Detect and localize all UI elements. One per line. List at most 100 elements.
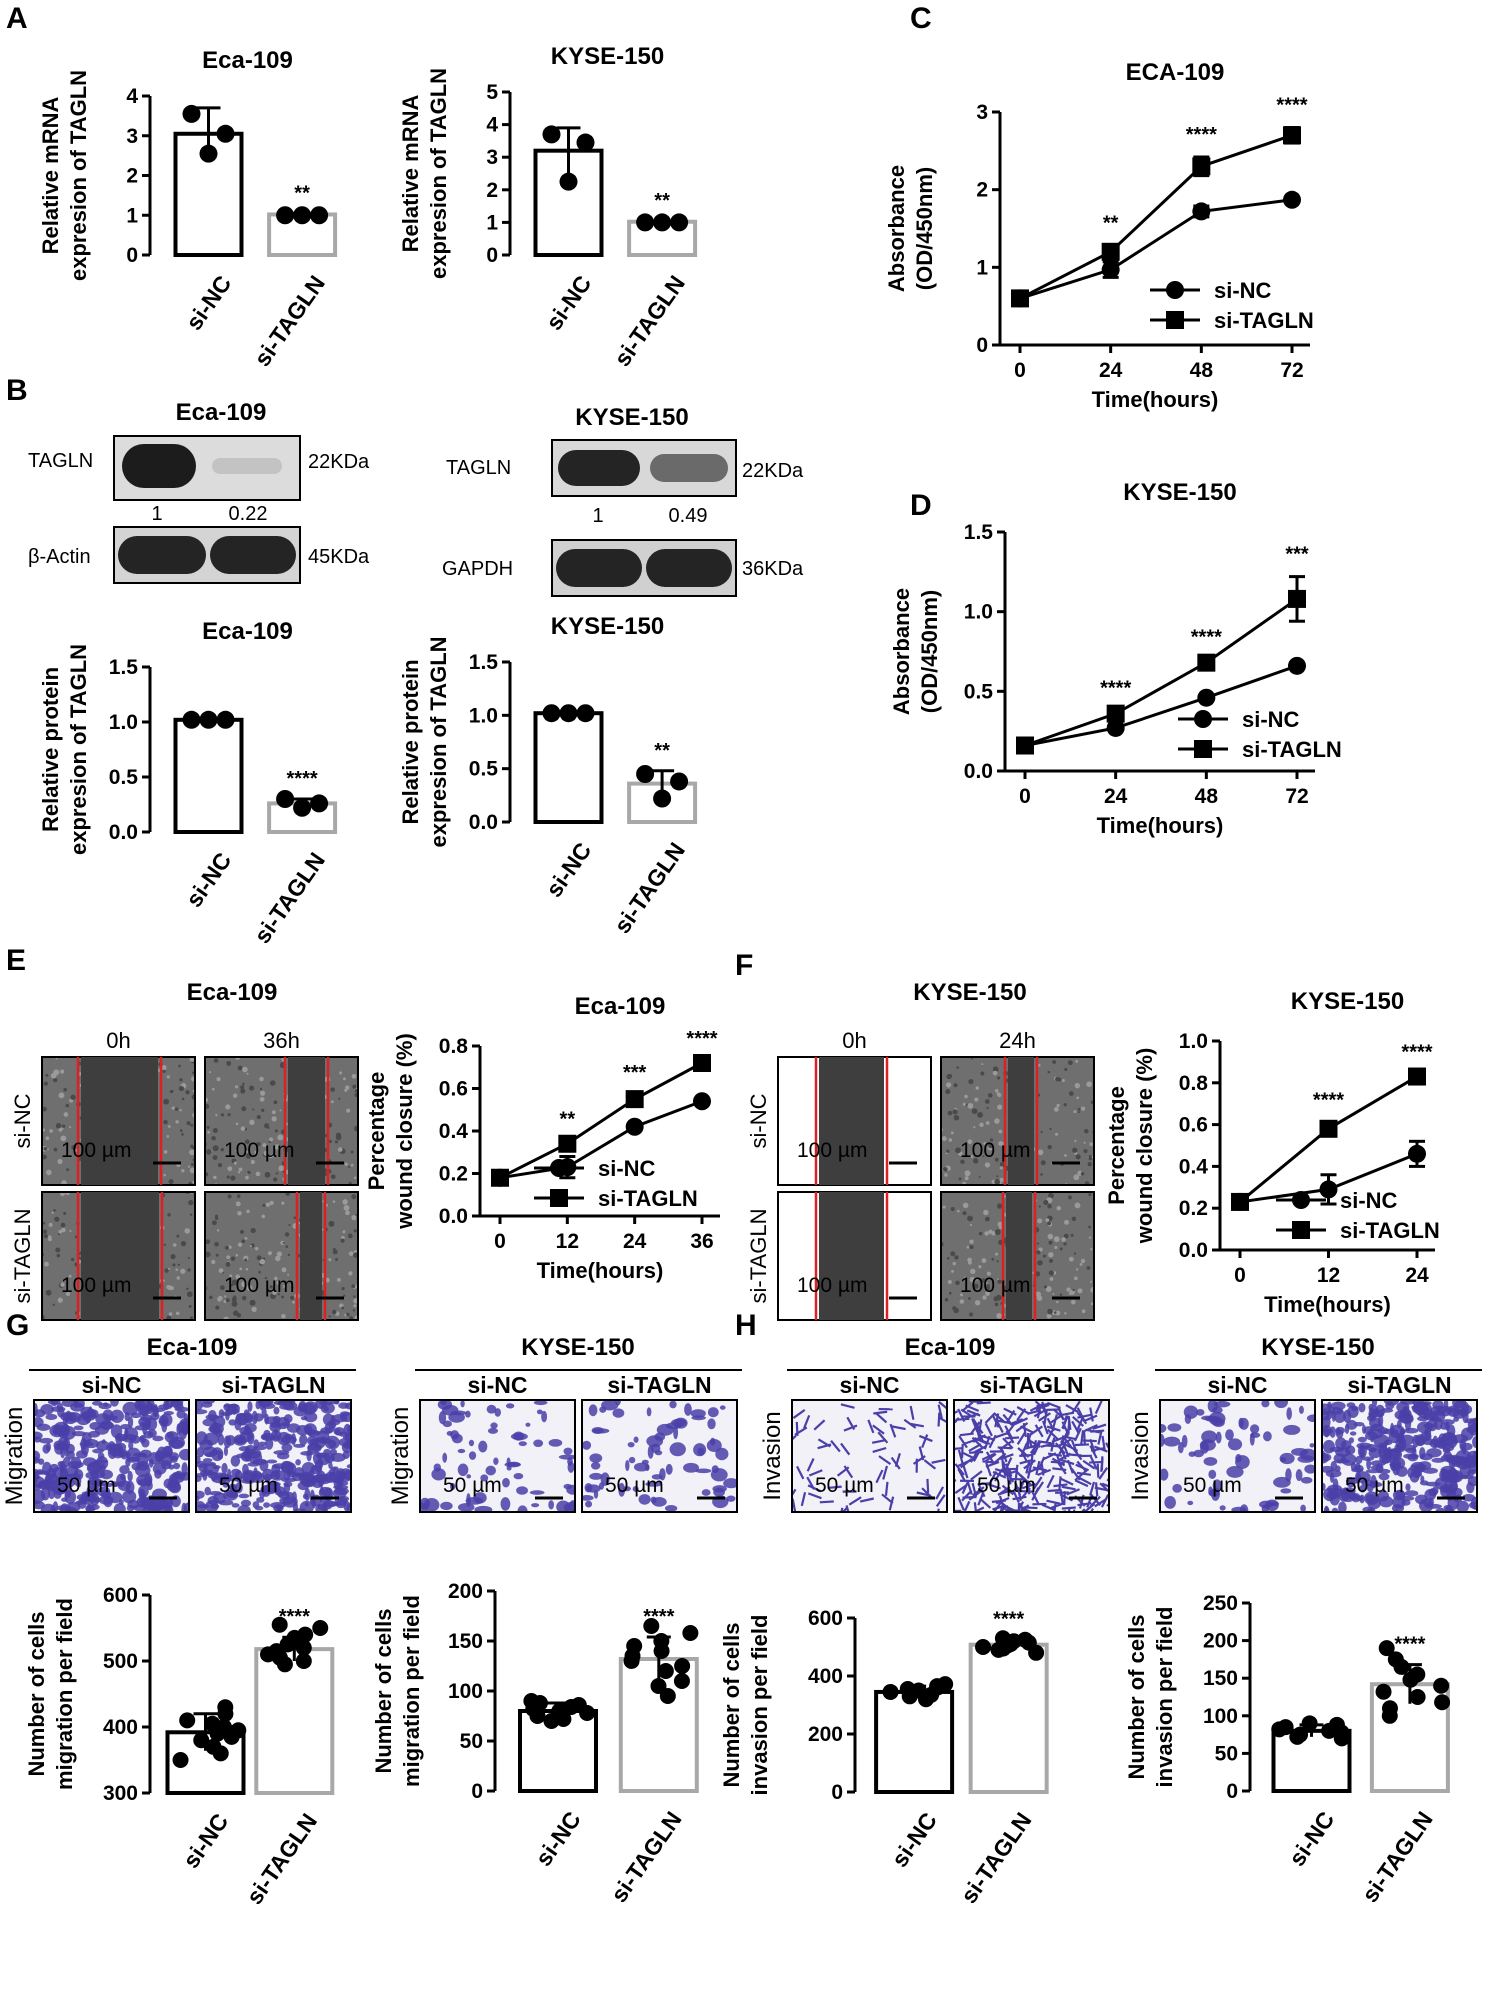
cell [216, 1229, 220, 1232]
cell [917, 1314, 920, 1317]
cell [328, 1258, 332, 1262]
cell [796, 1300, 799, 1303]
cell [632, 1485, 639, 1492]
cell [726, 1495, 736, 1502]
image-content [1160, 1400, 1315, 1512]
blot-title: Eca-109 [176, 399, 267, 426]
cell [110, 1481, 121, 1487]
x-tick-label: 0 [1234, 1264, 1246, 1287]
cell [468, 1451, 477, 1460]
cell [70, 1094, 76, 1100]
cell [954, 1463, 965, 1476]
y-tick-label: 1 [486, 211, 498, 234]
cell [1059, 1247, 1063, 1251]
cell [967, 1260, 972, 1265]
cell [1016, 1431, 1026, 1445]
data-point [271, 1616, 288, 1633]
cell [618, 1482, 626, 1497]
cell [38, 1479, 55, 1490]
cell [533, 1439, 544, 1448]
y-tick-label: 100 [448, 1680, 483, 1703]
cell [1064, 1219, 1069, 1225]
cell [957, 1209, 960, 1213]
series-line-si-nc [1024, 664, 1298, 747]
cell [786, 1176, 789, 1179]
cell [235, 1122, 239, 1126]
cell [1456, 1500, 1470, 1512]
cell [163, 1411, 174, 1416]
cell [713, 1487, 725, 1497]
cell [343, 1204, 350, 1211]
cell [45, 1073, 49, 1077]
cell [262, 1143, 267, 1148]
cell [342, 1199, 348, 1205]
cell [978, 1265, 982, 1269]
cell [1041, 1503, 1056, 1512]
cell [1047, 1203, 1052, 1209]
point-si-tagln [693, 1054, 711, 1072]
cell [1403, 1427, 1419, 1434]
cell [250, 1227, 256, 1234]
cell [243, 1450, 251, 1461]
cell [531, 1503, 540, 1508]
bar-si-nc [533, 711, 604, 825]
legend-label: si-TAGLN [1242, 737, 1342, 762]
cell [328, 1469, 336, 1477]
cell [1036, 1242, 1040, 1245]
cell [328, 1315, 331, 1318]
cell [882, 1465, 889, 1480]
data-point [276, 790, 295, 808]
cell [339, 1412, 351, 1422]
cell [901, 1221, 907, 1227]
cell [1042, 1254, 1047, 1258]
cell [441, 1404, 459, 1416]
cell [238, 1167, 243, 1172]
cell [787, 1058, 792, 1063]
cell [843, 1465, 854, 1479]
data-point [293, 798, 312, 817]
cell [1447, 1424, 1456, 1438]
cell [778, 1239, 783, 1244]
cell [701, 1489, 711, 1496]
cell [59, 1468, 69, 1481]
cell [1047, 1221, 1051, 1226]
cell [1035, 1403, 1050, 1411]
cell [541, 1410, 548, 1423]
cell [911, 1147, 916, 1152]
cell [1058, 1476, 1062, 1491]
cell [994, 1302, 999, 1307]
cell [707, 1407, 719, 1418]
cell [548, 1438, 563, 1447]
y-tick-label: 200 [808, 1723, 843, 1746]
cell [991, 1499, 1007, 1503]
cell [186, 1287, 189, 1290]
cell [1058, 1441, 1067, 1456]
cell [231, 1468, 241, 1476]
cell [168, 1464, 175, 1470]
significance-label: *** [623, 1062, 647, 1084]
cell [162, 1069, 166, 1074]
cell [172, 1471, 182, 1478]
cell [957, 1496, 965, 1511]
cell [278, 1165, 285, 1172]
cell [931, 1458, 946, 1464]
cell [1178, 1442, 1184, 1454]
cell [244, 1139, 250, 1145]
y-tick-label: 1.5 [469, 651, 499, 674]
cell [272, 1290, 277, 1295]
cell [984, 1422, 993, 1437]
cell [1072, 1288, 1075, 1292]
cell [1037, 1218, 1043, 1224]
x-axis-label: Time(hours) [1264, 1292, 1391, 1317]
cell [1322, 1439, 1335, 1454]
cell [806, 1094, 810, 1098]
cell [998, 1129, 1003, 1134]
cell [245, 1175, 249, 1180]
wound-image: 100 µm [204, 1191, 359, 1321]
cell [978, 1175, 981, 1178]
data-point [199, 144, 218, 163]
cell [1046, 1417, 1055, 1432]
cell [256, 1255, 262, 1261]
